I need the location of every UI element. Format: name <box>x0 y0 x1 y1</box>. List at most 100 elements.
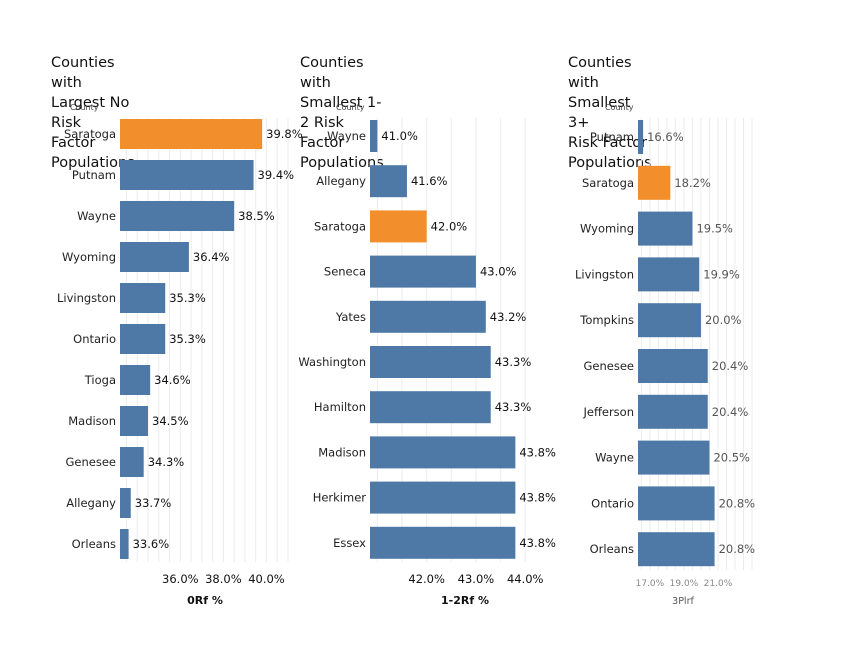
x-tick-label: 36.0% <box>162 572 199 586</box>
bar-putnam[interactable] <box>120 160 254 190</box>
category-label: Wyoming <box>62 250 116 264</box>
category-label: Saratoga <box>314 219 366 233</box>
value-label: 34.3% <box>148 455 185 469</box>
bar-orleans[interactable] <box>120 529 129 559</box>
value-label: 38.5% <box>238 209 275 223</box>
value-label: 43.2% <box>490 310 527 324</box>
category-label: Putnam <box>72 168 116 182</box>
bar-washington[interactable] <box>370 346 491 378</box>
bar-madison[interactable] <box>120 406 148 436</box>
category-label: Yates <box>335 310 366 324</box>
value-label: 36.4% <box>193 250 230 264</box>
bar-wayne[interactable] <box>638 440 710 475</box>
value-label: 33.7% <box>135 496 172 510</box>
bar-genesee[interactable] <box>120 447 144 477</box>
value-label: 19.5% <box>696 222 733 236</box>
x-tick-label: 40.0% <box>248 572 285 586</box>
category-label: Allegany <box>316 174 366 188</box>
category-label: Wayne <box>327 129 366 143</box>
bar-wayne[interactable] <box>370 120 378 152</box>
category-label: Seneca <box>324 265 366 279</box>
bar-allegany[interactable] <box>370 165 407 198</box>
category-label: Genesee <box>584 359 635 373</box>
category-label: Orleans <box>72 537 116 551</box>
category-label: Hamilton <box>314 400 366 414</box>
x-tick-label: 17.0% <box>636 579 665 589</box>
value-label: 20.4% <box>712 405 749 419</box>
value-label: 16.6% <box>647 130 684 144</box>
value-label: 33.6% <box>133 537 170 551</box>
bar-herkimer[interactable] <box>370 481 516 514</box>
category-label: Livingston <box>57 291 116 305</box>
bar-genesee[interactable] <box>638 349 708 383</box>
chart-title: Counties with Smallest 1-2 Risk Factor P… <box>300 55 384 171</box>
x-tick-label: 21.0% <box>704 579 733 589</box>
value-label: 20.4% <box>712 359 749 373</box>
bar-seneca[interactable] <box>370 255 476 288</box>
value-label: 20.8% <box>719 542 756 556</box>
category-label: Jefferson <box>582 405 634 419</box>
bar-saratoga[interactable] <box>638 165 671 200</box>
x-tick-label: 43.0% <box>458 572 495 586</box>
bar-jefferson[interactable] <box>638 394 708 429</box>
category-label: Wayne <box>595 451 634 465</box>
value-label: 43.3% <box>495 355 532 369</box>
bar-hamilton[interactable] <box>370 391 491 424</box>
bar-wyoming[interactable] <box>120 242 189 272</box>
x-axis-title: 3Plrf <box>672 596 694 607</box>
bar-essex[interactable] <box>370 526 516 559</box>
category-label: Herkimer <box>313 491 367 505</box>
category-label: Genesee <box>66 455 117 469</box>
value-label: 42.0% <box>431 219 468 233</box>
value-label: 41.6% <box>411 174 448 188</box>
x-tick-label: 42.0% <box>408 572 445 586</box>
bar-livingston[interactable] <box>120 283 166 313</box>
value-label: 34.6% <box>154 373 191 387</box>
bar-madison[interactable] <box>370 436 516 469</box>
x-axis-title: 0Rf % <box>187 594 223 607</box>
value-label: 39.8% <box>266 127 303 141</box>
value-label: 19.9% <box>703 267 740 281</box>
category-label: Ontario <box>591 496 634 510</box>
bar-tioga[interactable] <box>120 365 151 395</box>
x-tick-label: 19.0% <box>670 579 699 589</box>
category-label: Wayne <box>77 209 116 223</box>
category-label: Saratoga <box>582 176 634 190</box>
value-label: 43.3% <box>495 400 532 414</box>
category-label: Orleans <box>590 542 634 556</box>
value-label: 43.8% <box>519 491 556 505</box>
bar-wyoming[interactable] <box>638 211 693 246</box>
category-label: Madison <box>68 414 116 428</box>
category-label: Essex <box>333 536 366 550</box>
bar-wayne[interactable] <box>120 201 235 231</box>
x-axis-title: 1-2Rf % <box>441 594 489 607</box>
bar-saratoga[interactable] <box>120 119 263 149</box>
value-label: 39.4% <box>258 168 295 182</box>
category-label: Wyoming <box>580 222 634 236</box>
bar-livingston[interactable] <box>638 257 700 292</box>
bar-allegany[interactable] <box>120 488 131 518</box>
bar-ontario[interactable] <box>120 324 166 354</box>
value-label: 43.0% <box>480 265 517 279</box>
bar-yates[interactable] <box>370 300 486 333</box>
bar-orleans[interactable] <box>638 532 715 567</box>
chart-title: Counties with Largest No Risk Factor Pop… <box>51 55 135 171</box>
value-label: 34.5% <box>152 414 189 428</box>
value-label: 18.2% <box>674 176 711 190</box>
value-label: 41.0% <box>381 129 418 143</box>
bar-putnam[interactable] <box>638 120 644 154</box>
bar-saratoga[interactable] <box>370 210 427 243</box>
row-header-county: County <box>336 103 365 112</box>
category-label: Madison <box>318 445 366 459</box>
value-label: 20.5% <box>713 451 750 465</box>
category-label: Putnam <box>590 130 634 144</box>
category-label: Livingston <box>575 267 634 281</box>
bar-ontario[interactable] <box>638 486 715 521</box>
chart-title: Counties with Smallest 3+ Risk Factor Po… <box>568 55 652 171</box>
value-label: 20.0% <box>705 313 742 327</box>
category-label: Saratoga <box>64 127 116 141</box>
bar-tompkins[interactable] <box>638 303 701 338</box>
